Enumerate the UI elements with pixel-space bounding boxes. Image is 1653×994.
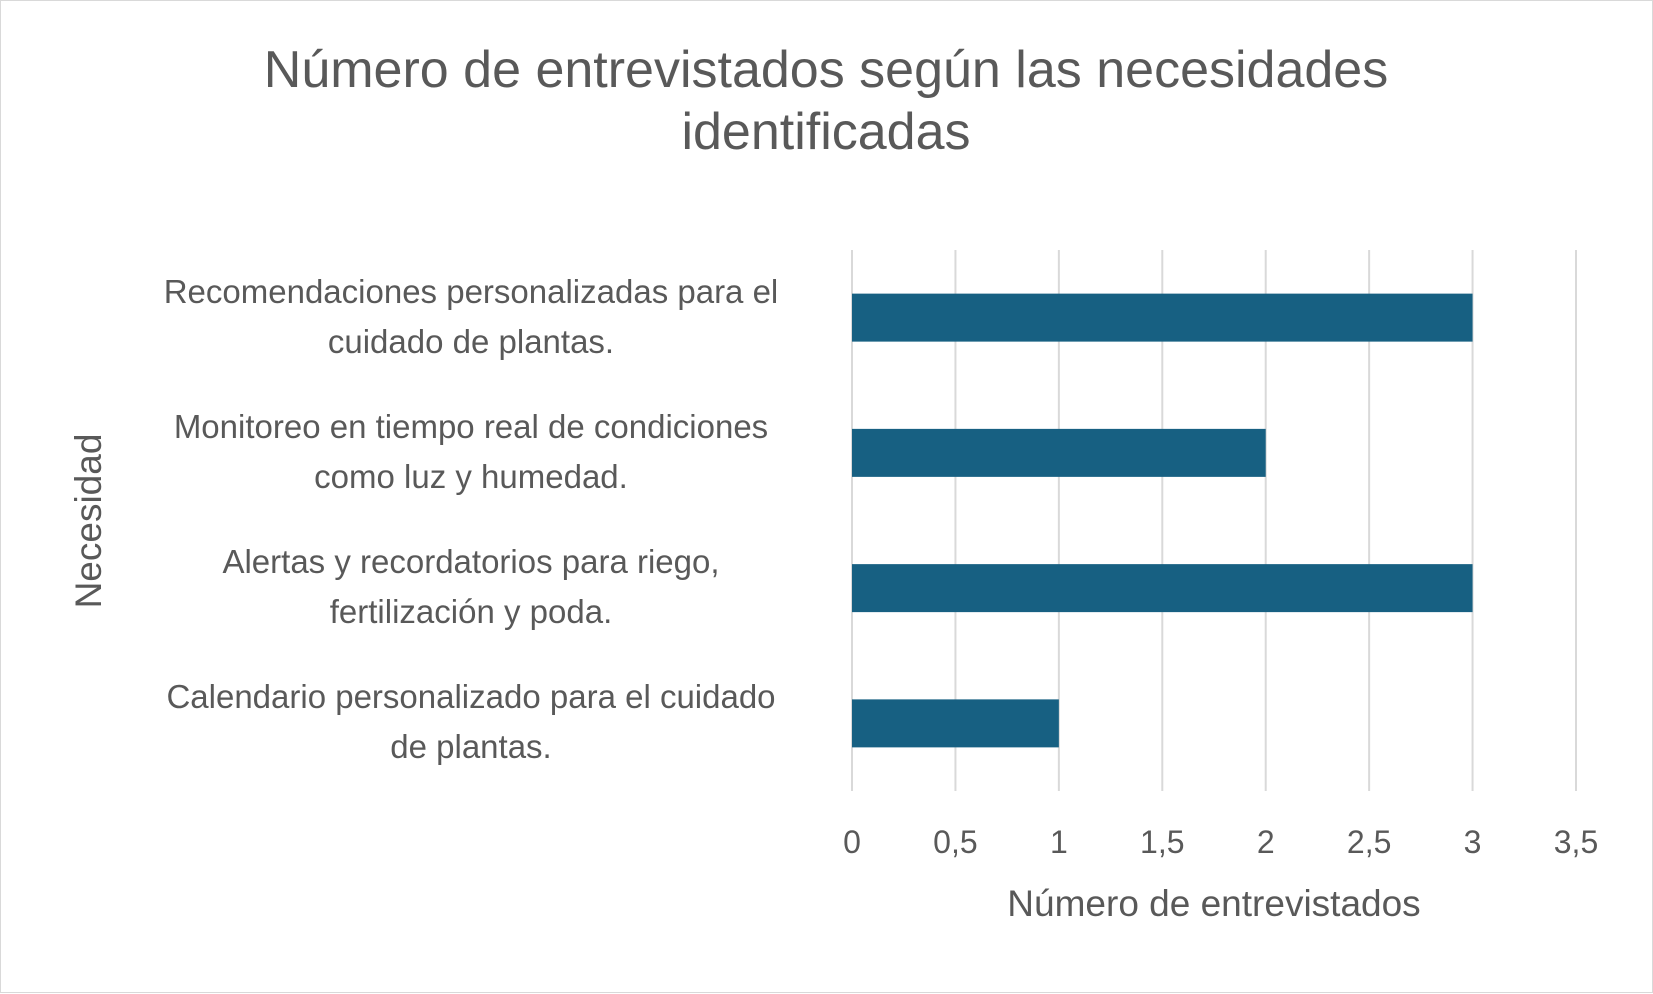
category-label-3: Alertas y recordatorios para riego, fert…	[111, 537, 831, 637]
x-tick-label-7: 3	[1464, 824, 1482, 860]
bar-1	[852, 293, 1473, 342]
bar-4	[852, 699, 1059, 748]
x-tick-label-6: 2,5	[1347, 824, 1391, 860]
category-label-1: Recomendaciones personalizadas para el c…	[111, 267, 831, 367]
category-label-1-line-1: Recomendaciones personalizadas para el	[163, 273, 779, 310]
x-tick-label-8: 3,5	[1554, 824, 1598, 860]
x-axis-title: Número de entrevistados	[1007, 883, 1421, 924]
x-tick-label-5: 2	[1257, 824, 1275, 860]
category-label-4: Calendario personalizado para el cuidado…	[111, 672, 831, 772]
x-tick-label-1: 0	[843, 824, 861, 860]
bar-3	[852, 564, 1473, 613]
chart-title-line-1: Número de entrevistados según las necesi…	[263, 41, 1389, 99]
category-label-3-line-2: fertilización y poda.	[329, 593, 613, 630]
x-tick-label-3: 1	[1050, 824, 1068, 860]
category-label-2-line-2: como luz y humedad.	[314, 458, 628, 495]
chart-title-line-2: identificadas	[681, 103, 971, 161]
category-label-2: Monitoreo en tiempo real de condiciones …	[111, 402, 831, 502]
bar-2	[852, 428, 1266, 477]
category-label-3-line-1: Alertas y recordatorios para riego,	[222, 543, 720, 580]
x-tick-label-2: 0,5	[933, 824, 977, 860]
category-label-4-line-2: de plantas.	[390, 728, 552, 765]
x-tick-label-4: 1,5	[1140, 824, 1184, 860]
category-label-4-line-1: Calendario personalizado para el cuidado	[166, 678, 776, 715]
category-label-2-line-1: Monitoreo en tiempo real de condiciones	[173, 408, 769, 445]
y-axis-title: Necesidad	[68, 433, 109, 609]
chart-title: Número de entrevistados según las necesi…	[151, 39, 1501, 163]
category-label-1-line-2: cuidado de plantas.	[327, 323, 615, 360]
